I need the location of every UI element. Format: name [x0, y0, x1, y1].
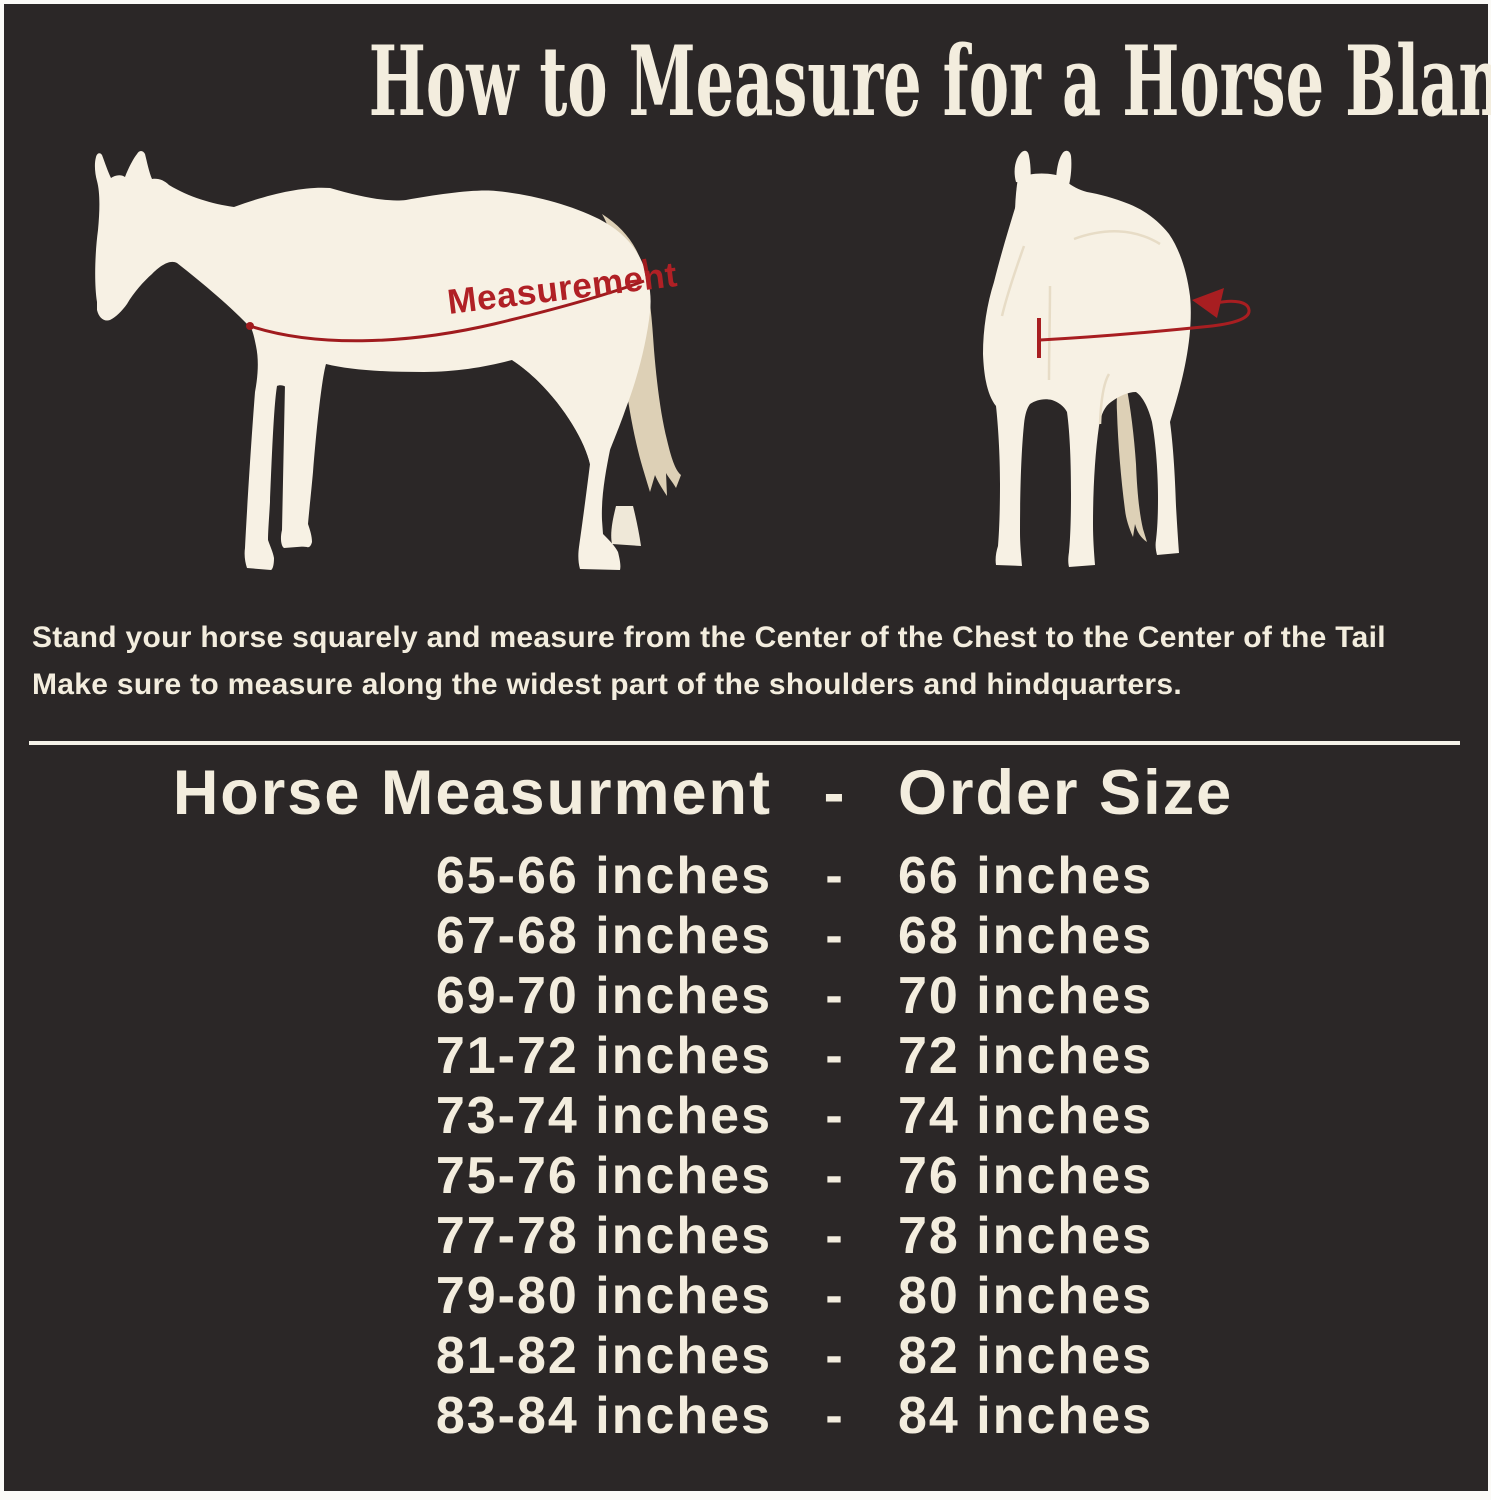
infographic-panel: How to Measure for a Horse Blanket Measu… — [4, 4, 1491, 1491]
row-measurement: 75-76 inches — [435, 1147, 772, 1205]
row-measurement: 65-66 inches — [435, 847, 772, 905]
header-size: Order Size — [898, 758, 1234, 828]
table-row: 77-78 inches - 78 inches — [4, 1206, 1488, 1266]
header-measurement: Horse Measurment — [172, 758, 772, 828]
row-measurement: 71-72 inches — [435, 1027, 772, 1085]
row-size: 80 inches — [898, 1267, 1154, 1325]
row-separator: - — [825, 1267, 845, 1325]
row-separator: - — [825, 1027, 845, 1085]
table-row: 81-82 inches - 82 inches — [4, 1326, 1488, 1386]
measurement-line-start — [246, 322, 254, 330]
table-row: 67-68 inches - 68 inches — [4, 906, 1488, 966]
row-separator: - — [825, 967, 845, 1025]
row-separator: - — [825, 907, 845, 965]
page-title-text: How to Measure for a Horse Blanket — [368, 25, 1491, 138]
front-horse-left-ear — [1014, 150, 1031, 184]
row-size: 70 inches — [898, 967, 1154, 1025]
instructions: Stand your horse squarely and measure fr… — [32, 614, 1472, 708]
front-horse-shading — [1000, 230, 1161, 425]
header-separator: - — [823, 758, 847, 828]
girth-line — [1039, 299, 1251, 342]
front-horse-body — [983, 179, 1191, 567]
row-separator: - — [825, 1147, 845, 1205]
front-horse-head — [1014, 173, 1074, 295]
size-table: Horse Measurment - Order Size 65-66 inch… — [4, 754, 1488, 1446]
row-separator: - — [825, 1087, 845, 1145]
table-row: 79-80 inches - 80 inches — [4, 1266, 1488, 1326]
page-title: How to Measure for a Horse Blanket — [4, 25, 1491, 138]
row-size: 74 inches — [898, 1087, 1154, 1145]
table-row: 65-66 inches - 66 inches — [4, 846, 1488, 906]
front-horse-illustration — [983, 150, 1251, 567]
row-separator: - — [825, 847, 845, 905]
row-size: 66 inches — [898, 847, 1154, 905]
side-horse-far-hoof — [611, 506, 641, 546]
front-horse-right-ear — [1056, 150, 1072, 185]
row-size: 78 inches — [898, 1207, 1154, 1265]
table-row: 75-76 inches - 76 inches — [4, 1146, 1488, 1206]
row-measurement: 83-84 inches — [435, 1387, 772, 1445]
instruction-line-1: Stand your horse squarely and measure fr… — [32, 621, 1386, 654]
row-size: 72 inches — [898, 1027, 1154, 1085]
table-header: Horse Measurment - Order Size — [4, 754, 1488, 832]
row-size: 84 inches — [898, 1387, 1154, 1445]
instruction-line-2: Make sure to measure along the widest pa… — [32, 668, 1182, 701]
row-measurement: 79-80 inches — [435, 1267, 772, 1325]
row-measurement: 69-70 inches — [435, 967, 772, 1025]
girth-arrowhead-icon — [1192, 288, 1224, 318]
row-separator: - — [825, 1387, 845, 1445]
table-row: 71-72 inches - 72 inches — [4, 1026, 1488, 1086]
table-row: 73-74 inches - 74 inches — [4, 1086, 1488, 1146]
row-measurement: 67-68 inches — [435, 907, 772, 965]
divider-line — [29, 741, 1460, 745]
row-size: 76 inches — [898, 1147, 1154, 1205]
front-horse-tail — [1116, 374, 1147, 542]
measurement-line-end-tick — [642, 258, 651, 285]
row-separator: - — [825, 1327, 845, 1385]
table-row: 69-70 inches - 70 inches — [4, 966, 1488, 1026]
side-horse-illustration: Measurement — [94, 151, 681, 570]
side-horse-hind-leg — [512, 360, 612, 464]
row-separator: - — [825, 1207, 845, 1265]
row-measurement: 77-78 inches — [435, 1207, 772, 1265]
row-measurement: 73-74 inches — [435, 1087, 772, 1145]
measurement-line — [249, 279, 645, 343]
side-horse-body — [94, 151, 651, 570]
row-size: 82 inches — [898, 1327, 1154, 1385]
row-size: 68 inches — [898, 907, 1154, 965]
row-measurement: 81-82 inches — [435, 1327, 772, 1385]
table-row: 83-84 inches - 84 inches — [4, 1386, 1488, 1446]
table-body: 65-66 inches - 66 inches 67-68 inches - … — [4, 846, 1488, 1446]
